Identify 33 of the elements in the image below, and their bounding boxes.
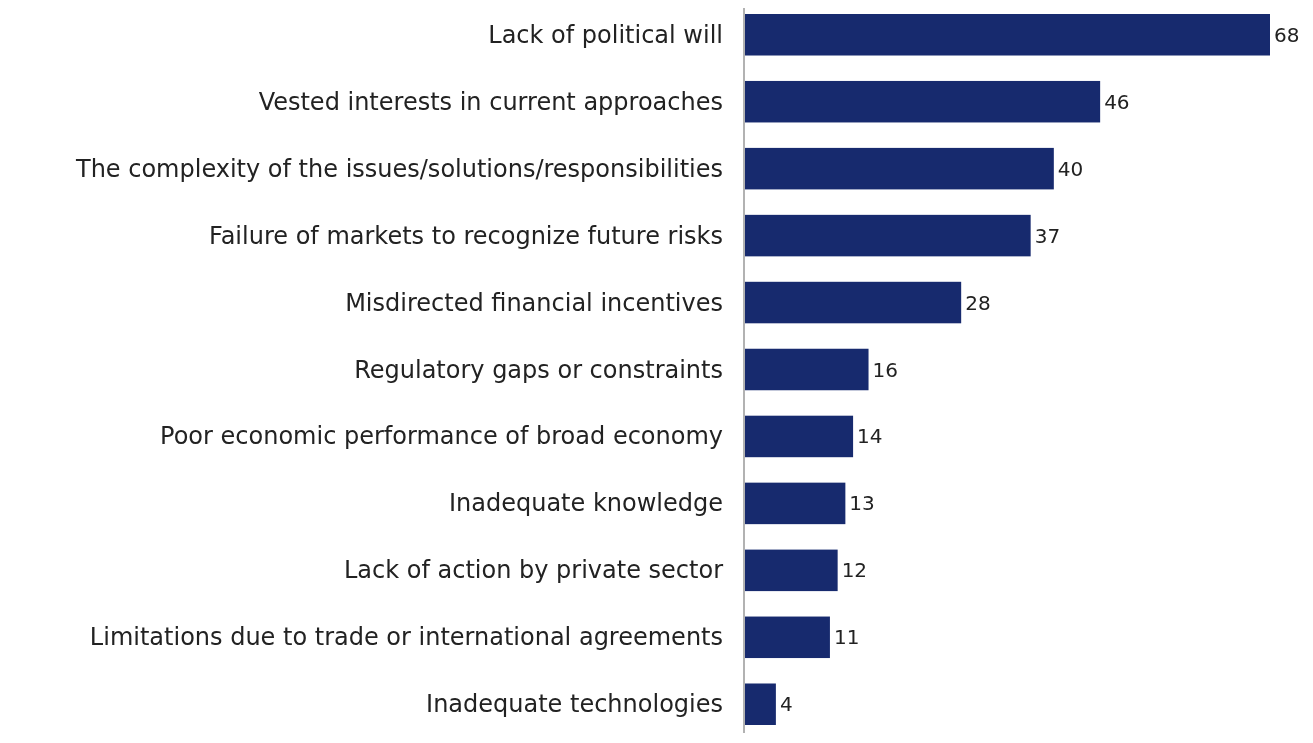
y-tick-label: Inadequate knowledge [448, 489, 723, 518]
data-label: 40 [1057, 156, 1084, 181]
y-tick-label: Poor economic performance of broad economy [160, 422, 723, 451]
bar [745, 147, 1054, 190]
bar [745, 348, 869, 391]
data-label: 46 [1104, 89, 1130, 114]
bar [745, 616, 830, 659]
bar [745, 415, 854, 458]
y-tick-label: Failure of markets to recognize future risks [209, 221, 723, 250]
y-tick-label: The complexity of the issues/solutions/responsibilities [74, 154, 723, 183]
bar [745, 80, 1101, 123]
data-label: 4 [779, 692, 793, 717]
data-label: 37 [1034, 223, 1061, 248]
bar [745, 482, 846, 525]
y-tick-label: Inadequate technologies [426, 690, 723, 719]
data-label: 14 [857, 424, 883, 449]
data-label: 68 [1274, 22, 1300, 47]
y-tick-label: Lack of political will [488, 20, 723, 49]
data-label: 16 [872, 357, 898, 382]
bar [745, 683, 776, 725]
y-tick-label: Lack of action by private sector [343, 556, 724, 585]
data-label: 28 [965, 290, 991, 315]
data-label: 11 [833, 625, 860, 650]
bar [745, 214, 1031, 257]
y-tick-label: Misdirected financial incentives [345, 288, 723, 317]
y-tick-label: Vested interests in current approaches [258, 87, 723, 116]
data-label: 13 [849, 491, 875, 516]
y-tick-label: Limitations due to trade or international agreements [89, 623, 723, 652]
y-tick-label: Regulatory gaps or constraints [354, 355, 723, 384]
data-label: 12 [841, 558, 868, 583]
bar [745, 14, 1270, 56]
bar [745, 281, 962, 324]
bar [745, 549, 838, 592]
